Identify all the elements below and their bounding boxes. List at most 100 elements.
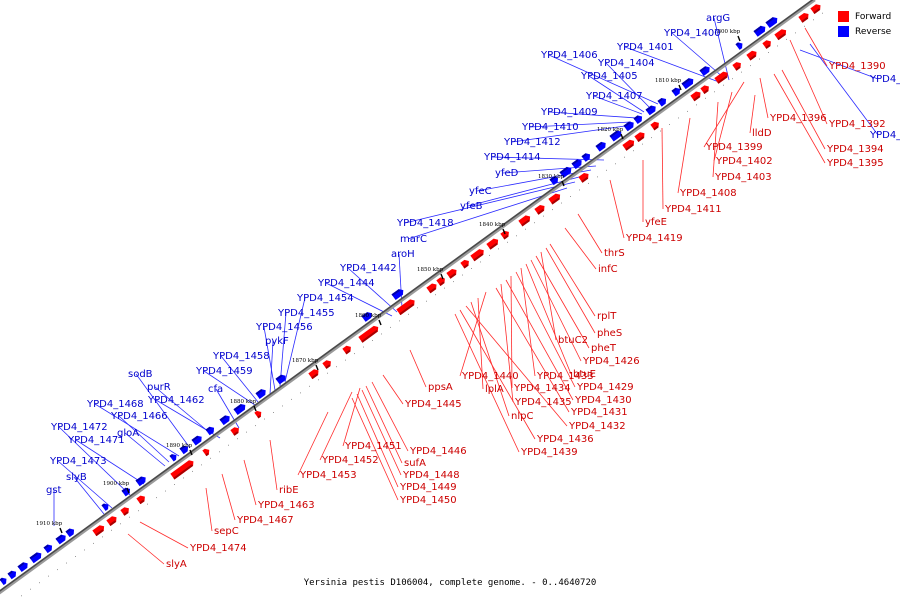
forward-leader-line	[365, 385, 403, 464]
forward-leader-line	[804, 27, 828, 67]
forward-gene-label: btuE	[573, 369, 596, 380]
reverse-gene-label: YPD4_1405	[580, 71, 638, 82]
kbp-tick-label: 1880 kbp	[230, 399, 257, 405]
reverse-gene-block	[581, 153, 591, 162]
reverse-gene-label: YPD4_1401	[616, 42, 674, 53]
forward-leader-line	[564, 227, 597, 270]
minor-dot	[570, 196, 571, 197]
legend-reverse-label: Reverse	[855, 26, 892, 37]
forward-gene-block	[436, 277, 445, 286]
minor-dot	[624, 156, 625, 158]
minor-dot	[84, 549, 85, 551]
reverse-leader-line	[407, 187, 568, 240]
forward-leader-line	[459, 309, 536, 440]
forward-gene-block	[460, 259, 469, 269]
reverse-leader-line	[809, 43, 879, 136]
reverse-gene-label: aroH	[391, 249, 415, 260]
minor-dot	[444, 287, 445, 289]
reverse-leader-line	[511, 125, 626, 143]
forward-leader-line	[495, 287, 570, 413]
reverse-leader-line	[624, 46, 720, 83]
reverse-gene-label: YPD4_1444	[317, 278, 375, 289]
reverse-leader-line	[154, 386, 211, 434]
reverse-gene-label: YPD4_1471	[67, 435, 125, 446]
reverse-leader-line	[799, 49, 879, 80]
forward-leader-line	[382, 374, 404, 405]
reverse-gene-block	[43, 544, 53, 554]
forward-swatch	[838, 11, 849, 22]
minor-dot	[597, 176, 598, 178]
forward-leader-line	[342, 387, 361, 447]
reverse-gene-label: slyB	[66, 472, 87, 483]
minor-dot	[687, 110, 688, 112]
forward-leader-line	[477, 297, 484, 390]
minor-dot	[768, 52, 769, 53]
reverse-gene-label: yfeD	[495, 168, 519, 179]
forward-gene-label: YPD4_1463	[257, 500, 315, 511]
reverse-gene-block	[681, 78, 694, 90]
forward-gene-label: rplT	[597, 311, 617, 322]
forward-leader-line	[505, 279, 574, 401]
minor-dot	[678, 117, 679, 119]
minor-dot	[489, 254, 490, 256]
forward-gene-block	[798, 12, 809, 23]
reverse-gene-block	[55, 534, 66, 545]
minor-dot	[669, 124, 670, 125]
reverse-gene-block	[65, 528, 75, 538]
forward-leader-line	[510, 275, 513, 389]
minor-dot	[282, 405, 283, 407]
forward-gene-block	[106, 516, 117, 526]
reverse-leader-line	[203, 370, 256, 406]
kbp-tick-mark	[189, 449, 193, 456]
minor-dot	[183, 477, 184, 479]
reverse-gene-label: yfeC	[469, 186, 492, 197]
reverse-gene-label: yfeB	[460, 201, 483, 212]
forward-gene-label: YPD4_1449	[399, 482, 457, 493]
legend-reverse: Reverse	[838, 24, 891, 39]
minor-dot	[156, 497, 157, 499]
forward-gene-block	[230, 427, 239, 436]
reverse-gene-block	[633, 115, 643, 125]
kbp-tick-mark	[502, 228, 506, 235]
minor-dot	[732, 78, 733, 80]
reverse-leader-line	[220, 355, 259, 403]
reverse-leader-line	[118, 415, 170, 463]
forward-leader-line	[530, 259, 582, 362]
forward-leader-line	[789, 39, 828, 125]
reverse-gene-block	[595, 141, 606, 152]
forward-gene-block	[700, 85, 709, 94]
minor-dot	[147, 503, 148, 505]
forward-gene-label: YPD4_1430	[574, 395, 632, 406]
forward-gene-label: YPD4_1411	[664, 204, 722, 215]
minor-dot	[723, 84, 724, 86]
reverse-gene-label: gst	[46, 485, 62, 496]
forward-gene-block	[446, 268, 457, 279]
reverse-gene-label: cfa	[208, 384, 223, 395]
forward-leader-line	[356, 393, 399, 488]
forward-leader-line	[545, 247, 596, 334]
minor-dot	[309, 385, 310, 387]
forward-leader-line	[781, 69, 826, 150]
minor-dot	[633, 150, 634, 152]
legend-forward-label: Forward	[855, 11, 892, 22]
minor-dot	[813, 19, 814, 21]
kbp-tick-mark	[315, 364, 319, 371]
reverse-gene-block	[233, 403, 246, 415]
minor-dot	[318, 379, 319, 381]
reverse-leader-line	[279, 312, 287, 387]
forward-gene-label: YPD4_1467	[236, 515, 294, 526]
minor-dot	[498, 248, 499, 250]
reverse-gene-block	[101, 503, 109, 511]
forward-leader-line	[525, 263, 572, 375]
forward-gene-label: YPD4_1439	[520, 447, 578, 458]
forward-gene-label: YPD4_1434	[513, 383, 571, 394]
kbp-tick-label: 1810 kbp	[655, 78, 682, 84]
minor-dot	[561, 202, 562, 204]
forward-gene-block	[690, 91, 701, 102]
minor-dot	[399, 320, 400, 322]
kbp-tick-label: 1900 kbp	[103, 481, 130, 487]
reverse-gene-label: YPD4_1418	[396, 218, 454, 229]
reverse-leader-line	[548, 111, 638, 119]
kbp-tick-mark	[126, 487, 130, 494]
